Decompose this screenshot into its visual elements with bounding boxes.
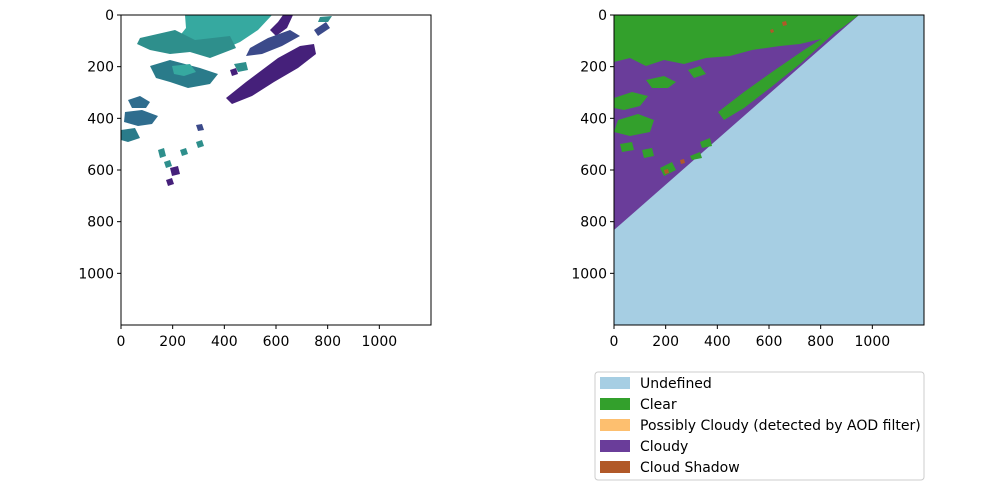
legend-swatch <box>600 440 630 452</box>
right-y-tick-label: 800 <box>580 215 607 231</box>
right-y-axis: 0 200 400 600 800 1000 <box>571 8 614 282</box>
legend-label: Cloudy <box>640 439 688 455</box>
clear-region-top <box>614 15 859 66</box>
left-y-axis: 0 200 400 600 800 1000 <box>78 8 121 282</box>
legend-swatch <box>600 398 630 410</box>
legend-swatch <box>600 419 630 431</box>
left-x-tick-label: 200 <box>159 334 186 350</box>
right-x-axis: 0 200 400 600 800 1000 <box>610 325 891 350</box>
left-x-tick-label: 800 <box>314 334 341 350</box>
clear-speckle-lower <box>660 138 712 176</box>
left-y-tick-label: 800 <box>87 215 114 231</box>
right-raster <box>614 15 859 230</box>
right-x-tick-label: 800 <box>807 334 834 350</box>
left-steel-patch-1 <box>128 96 150 108</box>
right-y-tick-label: 400 <box>580 111 607 127</box>
right-y-tick-label: 200 <box>580 60 607 76</box>
clear-patches <box>614 66 706 158</box>
left-teal-patch-a <box>172 64 196 76</box>
left-x-tick-label: 0 <box>117 334 126 350</box>
right-x-tick-label: 0 <box>610 334 619 350</box>
legend-label: Possibly Cloudy (detected by AOD filter) <box>640 418 921 434</box>
legend-label: Undefined <box>640 376 712 392</box>
right-classification-panel: 0 200 400 600 800 1000 0 200 400 600 800 1000 <box>571 8 925 350</box>
left-y-tick-label: 0 <box>105 8 114 24</box>
right-y-tick-label: 600 <box>580 163 607 179</box>
right-x-tick-label: 1000 <box>855 334 891 350</box>
right-y-tick-label: 0 <box>598 8 607 24</box>
left-navy-small <box>196 124 204 131</box>
left-purple-streak-2 <box>314 22 330 36</box>
right-x-tick-label: 200 <box>652 334 679 350</box>
left-steel-patch-3 <box>121 128 140 142</box>
left-x-axis: 0 200 400 600 800 1000 <box>117 325 398 350</box>
left-raster <box>121 15 332 186</box>
left-purple-specks <box>166 68 238 186</box>
left-steel-patch-2 <box>124 110 158 126</box>
right-y-tick-label: 1000 <box>571 266 607 282</box>
legend: Undefined Clear Possibly Cloudy (detected … <box>594 371 925 481</box>
left-image-panel: 0 200 400 600 800 1000 0 200 400 600 800 1000 <box>78 8 432 350</box>
left-teal-patch-b <box>234 62 248 72</box>
legend-swatch <box>600 461 630 473</box>
right-x-tick-label: 400 <box>704 334 731 350</box>
clear-region-edge <box>718 15 859 120</box>
left-y-tick-label: 1000 <box>78 266 114 282</box>
cloudy-region <box>614 15 859 230</box>
left-y-tick-label: 400 <box>87 111 114 127</box>
left-teal-patch-band <box>137 30 236 58</box>
legend-swatch <box>600 377 630 389</box>
left-x-tick-label: 600 <box>263 334 290 350</box>
legend-label: Cloud Shadow <box>640 460 740 476</box>
left-y-tick-label: 600 <box>87 163 114 179</box>
left-purple-band <box>226 44 316 104</box>
left-purple-streak <box>246 30 300 56</box>
left-x-tick-label: 1000 <box>362 334 398 350</box>
right-x-tick-label: 600 <box>756 334 783 350</box>
left-x-tick-label: 400 <box>211 334 238 350</box>
left-purple-top <box>270 15 293 36</box>
left-y-tick-label: 200 <box>87 60 114 76</box>
legend-frame <box>594 371 925 481</box>
legend-label: Clear <box>640 397 677 413</box>
